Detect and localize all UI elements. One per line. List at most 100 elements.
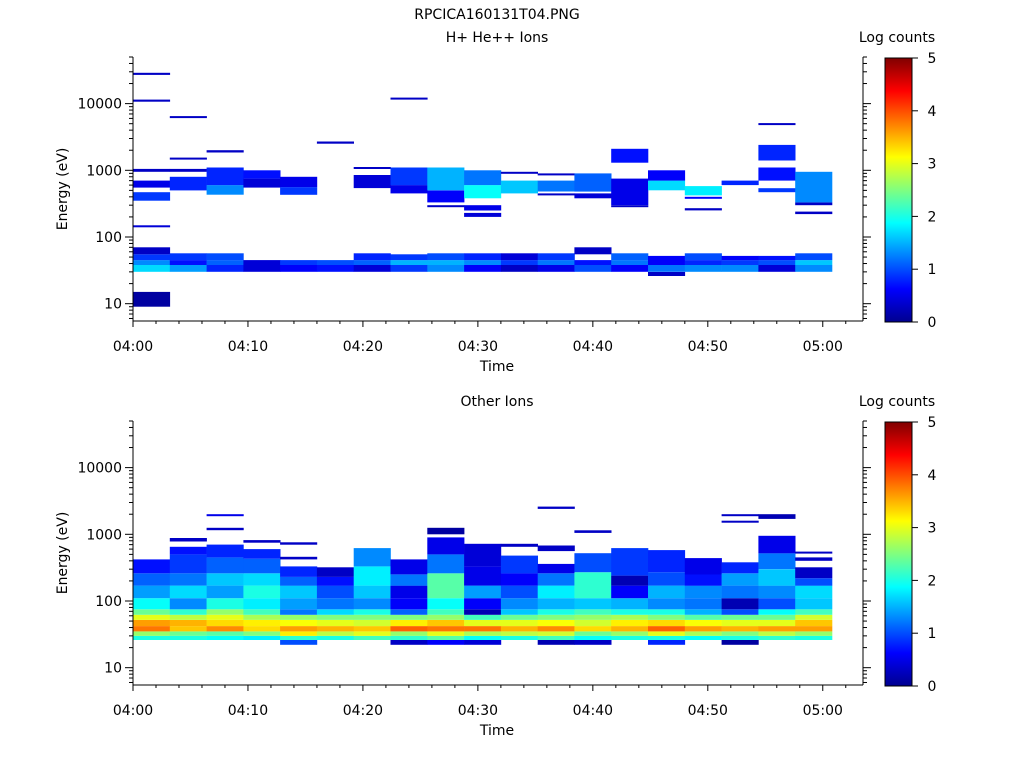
heatmap-cell: [537, 626, 575, 632]
heatmap-cell: [537, 506, 575, 509]
heatmap-cell: [206, 609, 244, 615]
heatmap-cell: [427, 554, 465, 574]
heatmap-cell: [316, 626, 354, 632]
colorbar-tick-label: 0: [928, 315, 937, 331]
heatmap-cell: [206, 167, 244, 186]
heatmap-cell: [169, 168, 207, 172]
heatmap-cell: [537, 635, 575, 640]
heatmap-cell: [500, 573, 538, 586]
heatmap-cell: [390, 640, 428, 645]
heatmap-cell: [611, 205, 649, 208]
y-tick-label: 10: [104, 661, 122, 677]
heatmap-cell: [795, 211, 833, 215]
heatmap-cell: [684, 626, 722, 632]
heatmap-cell: [390, 167, 428, 186]
heatmap-cell: [280, 635, 318, 640]
heatmap-cell: [648, 271, 686, 276]
heatmap-cell: [280, 566, 318, 577]
heatmap-cell: [795, 619, 833, 627]
heatmap-cell: [464, 631, 502, 636]
heatmap-cell: [684, 598, 722, 610]
heatmap-cell: [353, 260, 391, 265]
heatmap-cell: [133, 614, 171, 620]
heatmap-cell: [206, 514, 244, 517]
heatmap-cell: [758, 585, 796, 599]
heatmap-cell: [316, 567, 354, 577]
heatmap-cell: [795, 567, 833, 579]
heatmap-cell: [316, 260, 354, 265]
heatmap-cell: [133, 192, 171, 201]
heatmap-cell: [721, 635, 759, 640]
heatmap-cell: [795, 609, 833, 615]
heatmap-cell: [611, 148, 649, 163]
heatmap-cell: [206, 557, 244, 574]
colorbar-tick-label: 4: [928, 468, 937, 484]
heatmap-cell: [169, 573, 207, 586]
heatmap-cell: [721, 619, 759, 627]
heatmap-cell: [390, 574, 428, 586]
x-tick-label: 04:30: [458, 339, 498, 355]
heatmap-cell: [574, 193, 612, 199]
heatmap-cell: [316, 141, 354, 144]
heatmap-cell: [574, 265, 612, 272]
heatmap-cell: [611, 575, 649, 586]
heatmap-cell: [316, 635, 354, 640]
heatmap-cell: [795, 578, 833, 586]
heatmap-cell: [206, 150, 244, 153]
x-tick-label: 04:10: [228, 703, 268, 719]
heatmap-cell: [500, 619, 538, 627]
heatmap-cell: [684, 208, 722, 211]
heatmap-cell: [133, 225, 171, 228]
heatmap-cell: [648, 572, 686, 586]
heatmap-cell: [574, 631, 612, 636]
heatmap-cell: [133, 598, 171, 610]
heatmap-cell: [464, 619, 502, 627]
heatmap-cell: [427, 614, 465, 620]
heatmap-cell: [648, 255, 686, 265]
heatmap-cell: [464, 640, 502, 645]
heatmap-cell: [243, 598, 281, 610]
heatmap-cell: [316, 609, 354, 615]
heatmap-cell: [169, 635, 207, 640]
heatmap-cell: [206, 626, 244, 632]
heatmap-cell: [684, 186, 722, 196]
heatmap-cell: [537, 573, 575, 586]
colorbar: [884, 421, 913, 687]
heatmap-cell: [133, 573, 171, 586]
heatmap-cell: [133, 631, 171, 636]
heatmap-cells: [133, 506, 833, 645]
heatmap-cell: [243, 631, 281, 636]
heatmap-cell: [684, 631, 722, 636]
x-tick-label: 05:00: [803, 703, 843, 719]
heatmap-cell: [353, 614, 391, 620]
heatmap-cell: [648, 619, 686, 627]
heatmap-cell: [500, 626, 538, 632]
heatmap-cell: [648, 614, 686, 620]
y-tick-label: 10000: [77, 461, 122, 477]
heatmap-cell: [611, 265, 649, 272]
heatmap-cell: [537, 563, 575, 574]
heatmap-cell: [611, 614, 649, 620]
heatmap-cell: [721, 614, 759, 620]
heatmap-cell: [133, 72, 171, 75]
heatmap-cell: [427, 635, 465, 640]
heatmap-cell: [390, 626, 428, 632]
heatmap-cell: [500, 609, 538, 615]
heatmap-cell: [280, 640, 318, 645]
heatmap-cell: [464, 566, 502, 586]
colorbar-tick-label: 4: [928, 104, 937, 120]
heatmap-cell: [206, 614, 244, 620]
heatmap-cell: [390, 631, 428, 636]
heatmap-cell: [353, 566, 391, 586]
heatmap-cell: [537, 585, 575, 599]
heatmap-cell: [243, 585, 281, 599]
heatmap-cell: [611, 631, 649, 636]
heatmap-cell: [427, 205, 465, 208]
heatmap-cell: [795, 635, 833, 640]
colorbar-tick-label: 1: [928, 262, 937, 278]
heatmap-cell: [500, 585, 538, 599]
heatmap-cell: [464, 170, 502, 186]
heatmap-cell: [243, 170, 281, 179]
heatmap-cell: [464, 635, 502, 640]
heatmap-cell: [133, 559, 171, 574]
